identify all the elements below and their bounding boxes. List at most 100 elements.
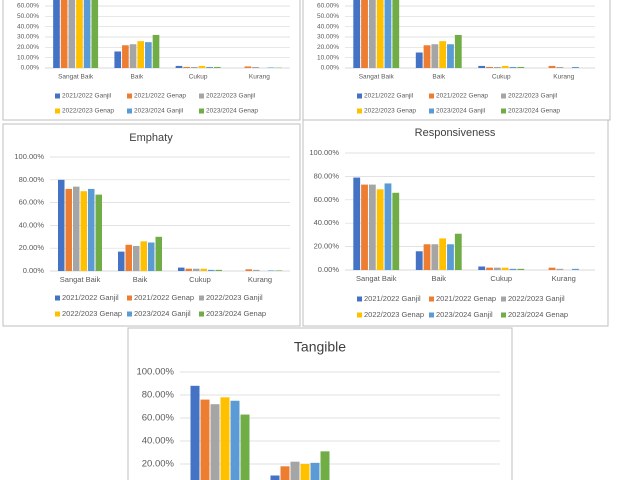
legend-swatch xyxy=(501,312,506,318)
legend-swatch xyxy=(357,93,362,99)
bar xyxy=(198,65,206,68)
bar xyxy=(230,400,240,480)
bar xyxy=(431,44,439,68)
legend-swatch xyxy=(199,295,204,301)
y-tick-label: 60.00% xyxy=(142,413,175,424)
x-tick-label: Kurang xyxy=(552,274,576,283)
bar xyxy=(240,414,250,480)
legend-label: 2022/2023 Ganjil xyxy=(206,93,256,100)
bar xyxy=(193,268,200,271)
legend-label: 2023/2024 Ganjil xyxy=(436,108,486,115)
y-tick-label: 60.00% xyxy=(317,3,339,10)
bar xyxy=(220,397,230,480)
legend-label: 2023/2024 Ganjil xyxy=(134,309,191,318)
bar xyxy=(190,66,198,68)
bar xyxy=(60,0,68,68)
legend-label: 2023/2024 Genap xyxy=(508,108,560,115)
legend-label: 2021/2022 Ganjil xyxy=(364,93,414,100)
x-tick-label: Sangat Baik xyxy=(60,275,101,284)
bar xyxy=(275,270,282,271)
x-tick-label: Baik xyxy=(432,74,445,81)
x-tick-label: Baik xyxy=(133,275,148,284)
bar xyxy=(88,188,95,271)
bar xyxy=(148,242,155,271)
bar xyxy=(556,268,564,270)
y-tick-label: 50.00% xyxy=(317,13,339,20)
legend-swatch xyxy=(127,93,132,99)
x-tick-label: Sangat Baik xyxy=(359,74,395,81)
y-tick-label: 60.00% xyxy=(19,198,45,207)
y-tick-label: 80.00% xyxy=(19,175,45,184)
bar xyxy=(376,189,384,270)
legend-swatch xyxy=(357,296,362,302)
y-tick-label: 20.00% xyxy=(314,242,340,251)
legend-label: 2021/2022 Genap xyxy=(436,93,488,100)
y-tick-label: 40.00% xyxy=(19,220,45,229)
bar xyxy=(501,267,509,270)
y-tick-label: 80.00% xyxy=(142,390,175,401)
bar xyxy=(208,269,215,271)
bar xyxy=(415,52,423,68)
x-tick-label: Cukup xyxy=(189,275,211,284)
bar xyxy=(114,51,122,68)
x-tick-label: Cukup xyxy=(189,74,208,81)
bar xyxy=(253,269,260,271)
chart-title: Emphaty xyxy=(129,132,173,144)
legend-swatch xyxy=(501,93,506,99)
y-tick-label: 60.00% xyxy=(17,3,39,10)
bar xyxy=(133,245,140,271)
bar xyxy=(83,0,91,69)
y-tick-label: 80.00% xyxy=(314,171,340,180)
bar xyxy=(392,192,400,270)
bar xyxy=(478,65,486,68)
bar xyxy=(178,267,185,271)
legend-label: 2021/2022 Genap xyxy=(134,293,194,302)
bar xyxy=(95,194,102,271)
bar xyxy=(353,177,361,270)
bar xyxy=(91,0,99,69)
bar xyxy=(213,66,221,68)
bar xyxy=(210,404,220,480)
bar xyxy=(175,65,183,68)
bar xyxy=(68,0,76,69)
legend-swatch xyxy=(429,93,434,99)
bar xyxy=(73,186,80,271)
bar xyxy=(155,236,162,271)
y-tick-label: 0.00% xyxy=(23,266,45,275)
bar xyxy=(493,66,501,68)
legend-swatch xyxy=(357,108,362,114)
x-tick-label: Kurang xyxy=(249,74,270,81)
bar xyxy=(183,66,190,68)
legend-label: 2023/2024 Genap xyxy=(206,309,266,318)
bar xyxy=(486,66,493,68)
bar xyxy=(548,65,556,68)
bar xyxy=(267,67,275,68)
legend-swatch xyxy=(429,296,434,302)
bar xyxy=(152,34,160,68)
y-tick-label: 10.00% xyxy=(17,54,39,61)
y-tick-label: 0.00% xyxy=(318,265,340,274)
bar xyxy=(125,244,132,271)
bar xyxy=(376,0,384,69)
x-tick-label: Baik xyxy=(131,74,144,81)
bar xyxy=(384,0,392,69)
y-tick-label: 40.00% xyxy=(142,436,175,447)
bar xyxy=(206,66,213,68)
legend-swatch xyxy=(55,93,60,99)
bar xyxy=(118,251,125,271)
y-tick-label: 100.00% xyxy=(309,148,339,157)
chart-title: Responsiveness xyxy=(415,127,496,139)
y-tick-label: 20.00% xyxy=(19,243,45,252)
bar xyxy=(384,183,392,270)
legend-swatch xyxy=(55,295,60,301)
bar xyxy=(517,66,525,68)
y-tick-label: 10.00% xyxy=(317,54,339,61)
bar xyxy=(252,66,259,68)
y-tick-label: 0.00% xyxy=(321,65,340,72)
legend-label: 2023/2024 Genap xyxy=(508,310,568,319)
bar xyxy=(454,34,462,68)
y-tick-label: 30.00% xyxy=(317,34,339,41)
y-tick-label: 100.00% xyxy=(136,367,174,378)
x-tick-label: Cukup xyxy=(492,74,511,81)
